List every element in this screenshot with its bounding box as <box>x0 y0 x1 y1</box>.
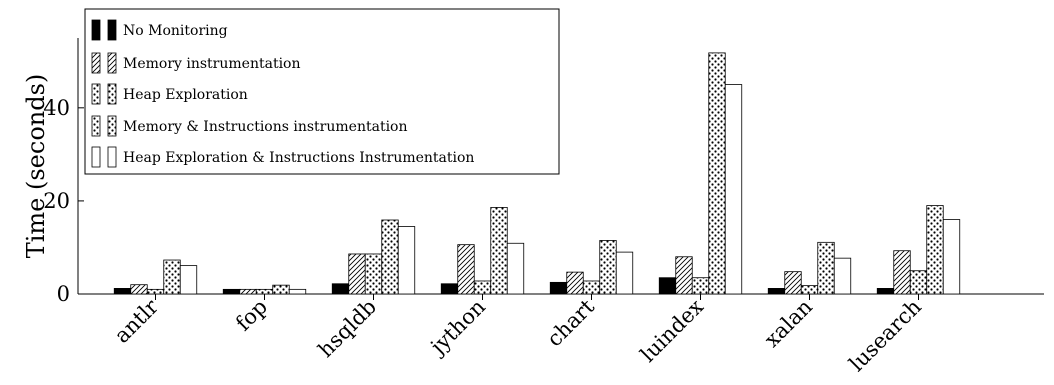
bar <box>457 244 475 295</box>
legend-label: Heap Exploration & Instructions Instrume… <box>123 150 474 166</box>
bar <box>440 283 459 295</box>
bar <box>113 288 132 295</box>
legend: No Monitoring Memory instrumentation Heap … <box>84 8 560 175</box>
x-tick-label: luindex <box>636 294 708 366</box>
legend-swatch <box>107 146 117 168</box>
bar <box>348 253 366 295</box>
bar <box>926 205 944 295</box>
bar <box>566 271 584 295</box>
bar <box>615 251 634 295</box>
legend-swatch <box>107 115 117 137</box>
legend-swatch <box>91 83 101 105</box>
bar <box>658 277 677 295</box>
bar <box>255 288 274 295</box>
bar <box>288 288 307 295</box>
legend-swatch <box>91 115 101 137</box>
bar <box>222 288 241 295</box>
legend-swatch <box>91 19 101 41</box>
x-tick-label: xalan <box>760 295 817 352</box>
bar <box>130 284 148 295</box>
bar <box>239 288 257 295</box>
bar <box>490 207 508 295</box>
bar <box>893 250 911 295</box>
y-tick-label: 20 <box>43 189 70 213</box>
y-tick-label: 0 <box>57 282 70 306</box>
bar <box>331 283 350 295</box>
bar <box>909 270 928 295</box>
legend-label: Memory & Instructions instrumentation <box>123 119 408 135</box>
bar <box>942 219 961 295</box>
bar <box>582 280 601 295</box>
bar <box>473 280 492 295</box>
bar <box>272 284 290 295</box>
bar <box>599 240 617 295</box>
legend-swatch <box>107 52 117 74</box>
bar <box>767 288 786 295</box>
y-axis-title: Time (seconds) <box>22 74 50 259</box>
y-tick-label: 40 <box>43 96 70 120</box>
bar <box>800 285 819 295</box>
x-tick-label: jython <box>424 295 490 361</box>
legend-label: Memory instrumentation <box>123 56 301 72</box>
bar <box>381 219 399 295</box>
bar <box>397 226 416 295</box>
bar <box>675 256 693 295</box>
x-tick-label: hsqldb <box>314 295 381 362</box>
bar <box>817 241 835 295</box>
y-ticks: 0 20 40 <box>43 96 84 306</box>
legend-label: No Monitoring <box>123 23 228 39</box>
legend-swatch <box>107 19 117 41</box>
x-ticks: antlr fop hsqldb jython chart luindex xalan lus… <box>110 294 926 376</box>
bar <box>549 281 568 295</box>
bar <box>364 253 383 295</box>
bar <box>146 288 165 295</box>
bar <box>784 271 802 295</box>
bars <box>113 52 961 295</box>
x-tick-label: lusearch <box>845 295 927 377</box>
bar <box>876 288 895 295</box>
bar <box>708 52 726 295</box>
x-tick-label: fop <box>231 295 272 336</box>
legend-label: Heap Exploration <box>123 87 248 103</box>
bar <box>163 259 181 295</box>
bar <box>724 84 743 295</box>
x-tick-label: chart <box>542 294 599 351</box>
bar <box>506 242 525 295</box>
x-tick-label: antlr <box>110 294 164 348</box>
legend-swatch <box>91 146 101 168</box>
legend-swatch <box>107 83 117 105</box>
bar <box>833 257 852 295</box>
bar <box>179 265 198 295</box>
bar <box>691 277 710 295</box>
legend-box <box>84 8 560 175</box>
legend-swatch <box>91 52 101 74</box>
